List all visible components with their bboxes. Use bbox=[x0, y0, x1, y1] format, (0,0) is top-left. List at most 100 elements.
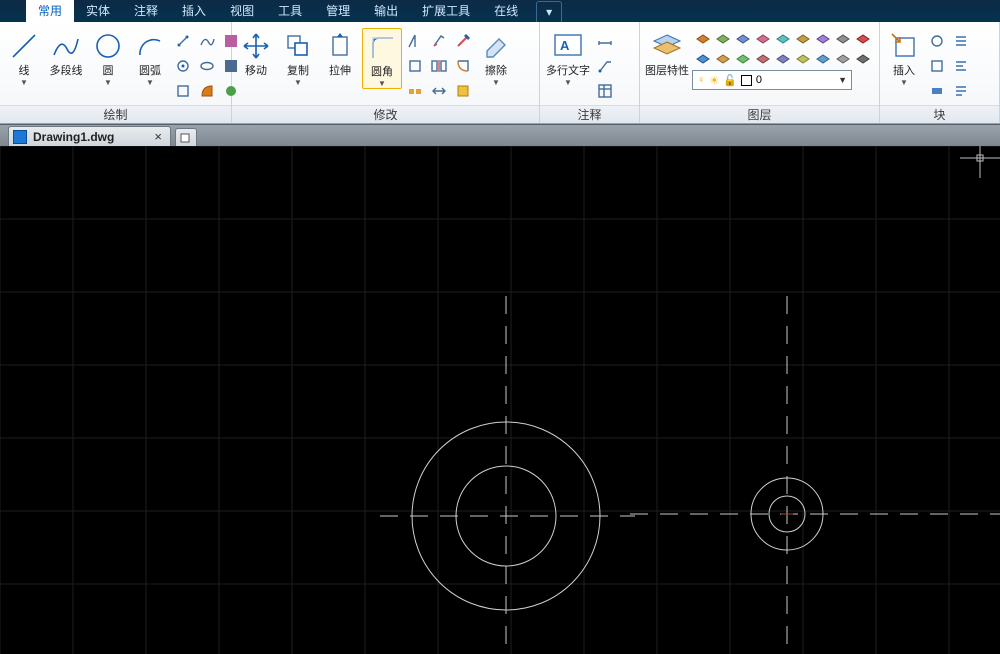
layer-mini-13[interactable] bbox=[754, 51, 772, 67]
ribbon-group-layer: 图层特性 bbox=[640, 22, 880, 123]
modify-small-2[interactable] bbox=[404, 55, 426, 77]
draw-small-5[interactable] bbox=[196, 55, 218, 77]
document-tab-bar: Drawing1.dwg × bbox=[0, 124, 1000, 146]
stretch-button[interactable]: 拉伸 bbox=[320, 28, 360, 78]
draw-small-4[interactable] bbox=[196, 30, 218, 52]
insert-block-button[interactable]: 插入 ▼ bbox=[884, 28, 924, 87]
layer-mini-4[interactable] bbox=[754, 31, 772, 47]
new-doc-icon bbox=[180, 133, 192, 143]
chevron-down-icon: ▼ bbox=[838, 75, 847, 85]
erase-button[interactable]: 擦除 ▼ bbox=[476, 28, 516, 87]
block-small-4[interactable] bbox=[950, 30, 972, 52]
layer-mini-15[interactable] bbox=[794, 51, 812, 67]
drawing-canvas[interactable] bbox=[0, 146, 1000, 654]
modify-small-9[interactable] bbox=[452, 80, 474, 102]
stretch-label: 拉伸 bbox=[329, 65, 351, 78]
block-small-5[interactable] bbox=[950, 55, 972, 77]
draw-small-2[interactable] bbox=[172, 55, 194, 77]
document-tab[interactable]: Drawing1.dwg × bbox=[8, 126, 171, 146]
tab-output[interactable]: 输出 bbox=[362, 0, 410, 22]
close-tab-button[interactable]: × bbox=[154, 129, 162, 144]
tab-online[interactable]: 在线 bbox=[482, 0, 530, 22]
layer-mini-17[interactable] bbox=[834, 51, 852, 67]
copy-icon bbox=[280, 28, 316, 64]
arc-icon bbox=[132, 28, 168, 64]
line-button[interactable]: 线 ▼ bbox=[4, 28, 44, 87]
ribbon: 线 ▼ 多段线 圆 ▼ 圆弧 ▼ bbox=[0, 22, 1000, 124]
copy-button[interactable]: 复制 ▼ bbox=[278, 28, 318, 87]
modify-small-8[interactable] bbox=[452, 55, 474, 77]
tabs-overflow-button[interactable]: ▾ bbox=[536, 1, 562, 22]
canvas-svg bbox=[0, 146, 1000, 654]
layer-mini-14[interactable] bbox=[774, 51, 792, 67]
tab-insert[interactable]: 插入 bbox=[170, 0, 218, 22]
layer-mini-7[interactable] bbox=[814, 31, 832, 47]
tab-tools[interactable]: 工具 bbox=[266, 0, 314, 22]
layer-props-button[interactable]: 图层特性 bbox=[644, 28, 690, 90]
tab-common[interactable]: 常用 bbox=[26, 0, 74, 22]
eraser-icon bbox=[478, 28, 514, 64]
layer-selector[interactable]: ♀ ☀ 🔓 0 ▼ bbox=[692, 70, 852, 90]
modify-small-5[interactable] bbox=[428, 55, 450, 77]
tab-solid[interactable]: 实体 bbox=[74, 0, 122, 22]
layer-mini-12[interactable] bbox=[734, 51, 752, 67]
modify-small-1[interactable] bbox=[404, 30, 426, 52]
draw-small-1[interactable] bbox=[172, 30, 194, 52]
layer-mini-11[interactable] bbox=[714, 51, 732, 67]
arc-label: 圆弧 bbox=[139, 65, 161, 78]
ribbon-group-draw: 线 ▼ 多段线 圆 ▼ 圆弧 ▼ bbox=[0, 22, 232, 123]
group-label-modify: 修改 bbox=[232, 105, 539, 123]
line-label: 线 bbox=[19, 65, 30, 78]
stretch-icon bbox=[322, 28, 358, 64]
block-small-6[interactable] bbox=[950, 80, 972, 102]
modify-small-4[interactable] bbox=[428, 30, 450, 52]
move-button[interactable]: 移动 bbox=[236, 28, 276, 78]
block-small-1[interactable] bbox=[926, 30, 948, 52]
insert-icon bbox=[886, 28, 922, 64]
layer-mini-9[interactable] bbox=[854, 31, 872, 47]
ribbon-group-block: 插入 ▼ 块 bbox=[880, 22, 1000, 123]
copy-label: 复制 bbox=[287, 65, 309, 78]
group-label-annot: 注释 bbox=[540, 105, 639, 123]
draw-small-3[interactable] bbox=[172, 80, 194, 102]
dwg-file-icon bbox=[13, 130, 27, 144]
arc-button[interactable]: 圆弧 ▼ bbox=[130, 28, 170, 87]
layer-mini-8[interactable] bbox=[834, 31, 852, 47]
chevron-down-icon: ▼ bbox=[378, 79, 386, 88]
tab-ext[interactable]: 扩展工具 bbox=[410, 0, 482, 22]
layer-mini-10[interactable] bbox=[694, 51, 712, 67]
block-small-2[interactable] bbox=[926, 55, 948, 77]
modify-small-7[interactable] bbox=[452, 30, 474, 52]
document-tab-label: Drawing1.dwg bbox=[33, 130, 114, 144]
layer-mini-18[interactable] bbox=[854, 51, 872, 67]
sun-icon: ☀ bbox=[709, 74, 719, 87]
chevron-down-icon: ▼ bbox=[564, 78, 572, 87]
mtext-button[interactable]: A 多行文字 ▼ bbox=[544, 28, 592, 87]
new-tab-button[interactable] bbox=[175, 128, 197, 146]
mtext-label: 多行文字 bbox=[546, 65, 590, 78]
layer-props-label: 图层特性 bbox=[645, 65, 689, 78]
annot-small-3[interactable] bbox=[594, 80, 616, 102]
tab-manage[interactable]: 管理 bbox=[314, 0, 362, 22]
layer-mini-1[interactable] bbox=[694, 31, 712, 47]
chevron-down-icon: ▼ bbox=[294, 78, 302, 87]
layer-mini-5[interactable] bbox=[774, 31, 792, 47]
block-small-3[interactable] bbox=[926, 80, 948, 102]
insert-label: 插入 bbox=[893, 65, 915, 78]
fillet-button[interactable]: 圆角 ▼ bbox=[362, 28, 402, 89]
annot-small-1[interactable] bbox=[594, 30, 616, 52]
layer-mini-3[interactable] bbox=[734, 31, 752, 47]
draw-small-6[interactable] bbox=[196, 80, 218, 102]
tab-annot[interactable]: 注释 bbox=[122, 0, 170, 22]
polyline-button[interactable]: 多段线 bbox=[46, 28, 86, 78]
layer-mini-16[interactable] bbox=[814, 51, 832, 67]
modify-small-3[interactable] bbox=[404, 80, 426, 102]
move-icon bbox=[238, 28, 274, 64]
layer-mini-6[interactable] bbox=[794, 31, 812, 47]
layer-mini-2[interactable] bbox=[714, 31, 732, 47]
erase-label: 擦除 bbox=[485, 65, 507, 78]
tab-view[interactable]: 视图 bbox=[218, 0, 266, 22]
modify-small-6[interactable] bbox=[428, 80, 450, 102]
circle-button[interactable]: 圆 ▼ bbox=[88, 28, 128, 87]
annot-small-2[interactable] bbox=[594, 55, 616, 77]
